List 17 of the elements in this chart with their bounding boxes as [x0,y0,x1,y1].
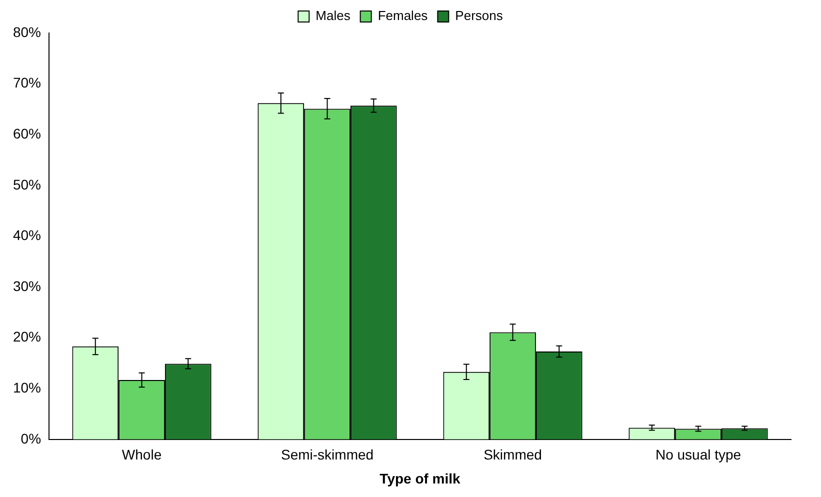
y-tick-label: 50% [12,176,42,192]
x-tick-label: Semi-skimmed [280,446,374,463]
x-tick-label: Skimmed [484,446,542,463]
y-tick-label: 0% [20,430,42,446]
x-tick-label: No usual type [655,446,742,463]
x-tick-label: Whole [122,446,162,463]
y-tick-label: 70% [12,74,42,91]
y-tick-label: 40% [12,227,42,244]
y-tick-label: 80% [12,24,42,40]
y-tick-label: 10% [12,379,42,396]
y-tick-label: 60% [12,125,42,142]
legend-label: Males [316,8,351,24]
legend-label: Persons [455,8,504,24]
y-tick-label: 30% [12,278,42,294]
x-axis-title: Type of milk [380,470,461,486]
legend-label: Females [378,8,428,24]
y-tick-label: 20% [12,328,42,345]
